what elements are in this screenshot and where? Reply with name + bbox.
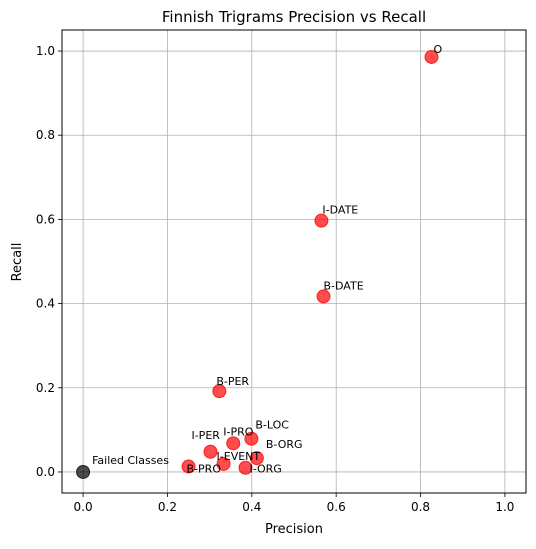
x-tick-label: 0.8 <box>411 500 430 514</box>
y-tick-label: 0.4 <box>36 297 55 311</box>
x-tick-label: 0.2 <box>158 500 177 514</box>
point-label: B-PER <box>216 375 249 388</box>
plot-frame <box>61 29 527 494</box>
point-b-per <box>212 384 227 399</box>
y-tick-label: 1.0 <box>36 44 55 58</box>
point-b-org <box>249 451 264 466</box>
point-label: I-PRO <box>223 425 253 438</box>
point-label: B-PRO <box>187 462 222 475</box>
x-tick-label: 1.0 <box>495 500 514 514</box>
point-label: B-LOC <box>255 419 289 432</box>
chart-title: Finnish Trigrams Precision vs Recall <box>162 8 426 26</box>
y-axis-label: Recall <box>10 243 25 282</box>
x-axis-label: Precision <box>265 522 323 537</box>
point-i-event <box>216 456 231 471</box>
y-tick-label: 0.2 <box>36 381 55 395</box>
point-label: B-ORG <box>266 438 303 451</box>
grid-layer <box>62 30 526 493</box>
point-label: I-EVENT <box>217 450 261 463</box>
point-b-loc <box>244 431 259 446</box>
point-label: I-DATE <box>322 204 358 217</box>
point-label: O <box>434 43 443 56</box>
point-label: I-PER <box>191 429 220 442</box>
points-layer <box>76 49 439 479</box>
point-label: I-ORG <box>249 463 281 476</box>
x-tick-label: 0.0 <box>74 500 93 514</box>
y-tick-label: 0.0 <box>36 465 55 479</box>
point-i-per <box>203 444 218 459</box>
point-failed-classes <box>76 464 91 479</box>
y-tick-label: 0.8 <box>36 128 55 142</box>
y-tick-label: 0.6 <box>36 212 55 226</box>
point-i-org <box>238 460 253 475</box>
y-axis-ticks: 0.0 0.2 0.4 0.6 0.8 1.0 <box>36 44 62 479</box>
point-label: B-DATE <box>324 279 364 292</box>
point-label: Failed Classes <box>92 454 169 467</box>
x-axis-ticks: 0.0 0.2 0.4 0.6 0.8 1.0 <box>74 493 514 514</box>
point-b-pro <box>181 459 196 474</box>
point-i-pro <box>226 436 241 451</box>
point-i-date <box>314 213 329 228</box>
x-tick-label: 0.4 <box>242 500 261 514</box>
x-tick-label: 0.6 <box>327 500 346 514</box>
point-b-date <box>316 289 331 304</box>
point-o <box>424 49 439 64</box>
